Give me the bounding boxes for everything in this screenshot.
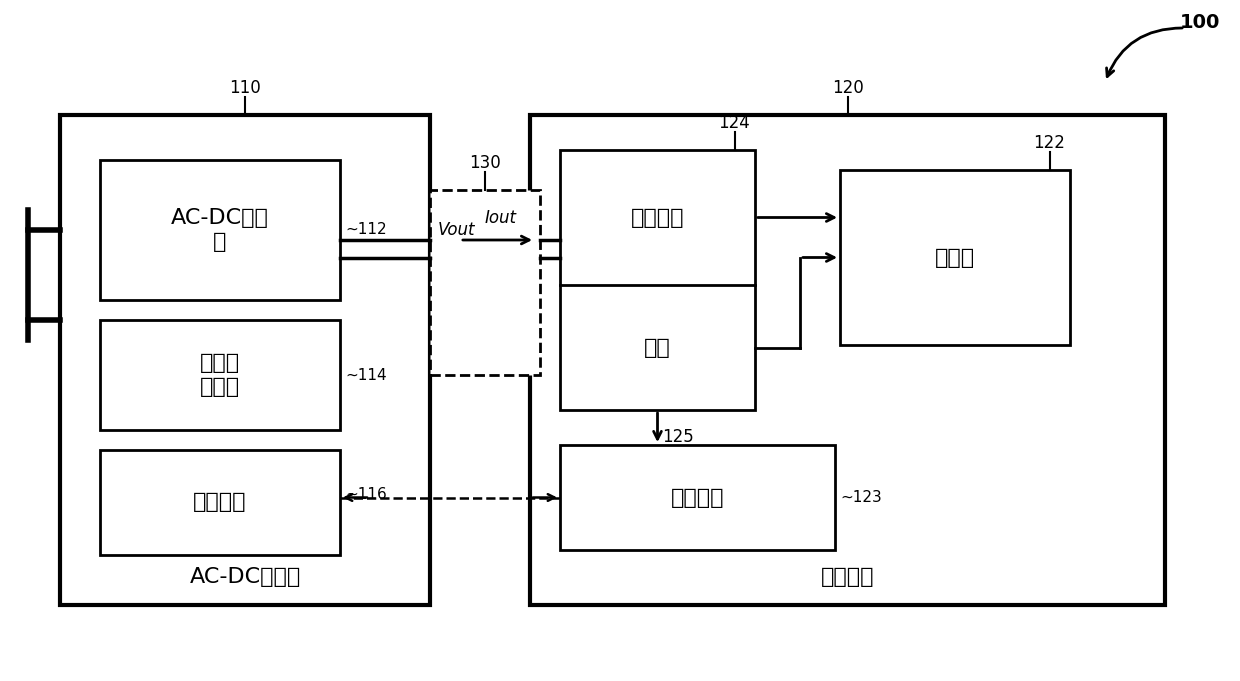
Bar [430, 190, 539, 375]
Bar [529, 115, 1166, 605]
Bar [60, 115, 430, 605]
Text: 控制器: 控制器 [935, 247, 975, 268]
Bar [100, 320, 340, 430]
Bar [100, 160, 340, 300]
Text: ~114: ~114 [345, 368, 387, 383]
Text: ~123: ~123 [839, 490, 882, 505]
Bar [100, 450, 340, 555]
Text: ~116: ~116 [345, 487, 387, 502]
Text: 电池: 电池 [644, 338, 671, 358]
Text: 电子设备: 电子设备 [821, 567, 874, 587]
Text: 100: 100 [1179, 12, 1220, 31]
Text: 通信单元: 通信单元 [193, 492, 247, 513]
Text: 125: 125 [662, 428, 694, 446]
Bar [560, 150, 755, 410]
Text: 122: 122 [1033, 134, 1065, 152]
Text: 健康检
查电路: 健康检 查电路 [200, 353, 241, 396]
Text: Vout: Vout [438, 221, 475, 239]
Bar [560, 445, 835, 550]
Text: 充电单元: 充电单元 [631, 208, 684, 227]
Text: 130: 130 [469, 154, 501, 172]
Text: AC-DC适配器: AC-DC适配器 [190, 567, 300, 587]
Text: AC-DC控制
器: AC-DC控制 器 [171, 208, 269, 251]
Text: 通信单元: 通信单元 [671, 488, 724, 507]
Bar [839, 170, 1070, 345]
Text: Iout: Iout [485, 209, 517, 227]
Text: 124: 124 [718, 114, 750, 132]
Text: 120: 120 [832, 79, 863, 97]
Text: 110: 110 [229, 79, 260, 97]
Text: ~112: ~112 [345, 223, 387, 238]
